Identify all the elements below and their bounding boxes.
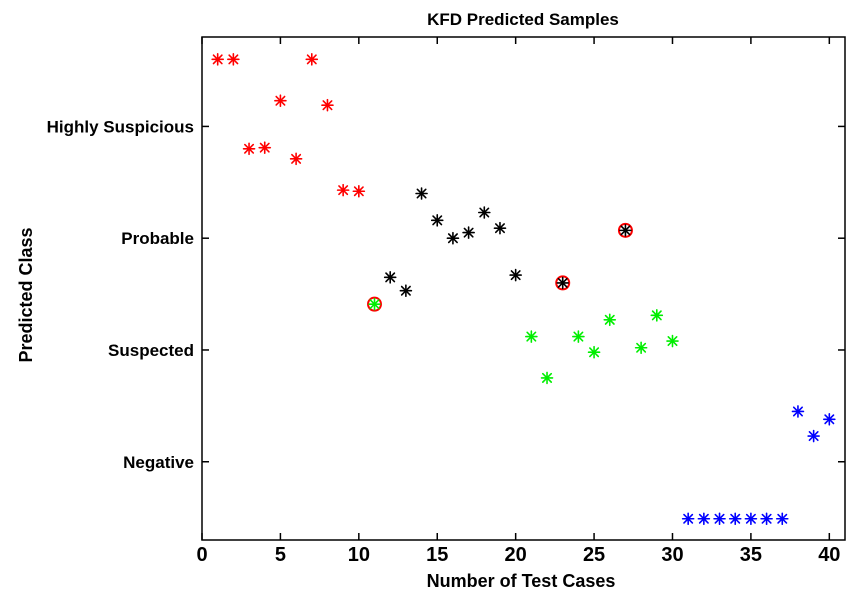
x-tick-label: 20 (505, 544, 527, 566)
chart-title: KFD Predicted Samples (427, 10, 619, 29)
data-point (525, 330, 538, 343)
x-tick-label: 5 (275, 544, 286, 566)
y-axis-label: Predicted Class (16, 227, 36, 362)
data-point (430, 214, 444, 227)
data-point (227, 53, 240, 66)
y-tick-label: Probable (121, 229, 194, 248)
data-point (572, 330, 585, 343)
data-point (713, 512, 726, 526)
y-tick-label: Highly Suspicious (47, 117, 194, 136)
data-point (760, 512, 773, 526)
x-tick-label: 40 (818, 544, 840, 566)
data-point (383, 271, 397, 284)
data-point (807, 429, 820, 443)
data-point (415, 187, 428, 200)
plot-frame (201, 36, 846, 541)
data-point (462, 226, 475, 239)
data-point (242, 142, 256, 156)
data-point (274, 94, 287, 108)
data-point (791, 405, 805, 418)
data-point (728, 512, 742, 526)
data-point (446, 231, 460, 245)
data-point (289, 152, 303, 166)
x-axis-label: Number of Test Cases (427, 571, 616, 591)
data-point (587, 345, 601, 359)
data-point (321, 98, 334, 112)
data-point (352, 184, 366, 198)
data-point (493, 221, 507, 235)
data-point (603, 313, 617, 327)
y-tick-label: Suspected (108, 341, 194, 360)
data-point (509, 268, 522, 282)
highlight-ring (617, 222, 633, 238)
data-point (399, 284, 413, 298)
data-point (823, 412, 836, 426)
y-tick-label: Negative (123, 453, 194, 472)
data-point (697, 512, 711, 526)
data-point (775, 512, 789, 526)
highlight-ring (555, 275, 571, 291)
x-tick-label: 30 (661, 544, 683, 566)
data-point (744, 512, 758, 526)
plot-area: 0 5 10 15 20 25 30 35 40 Negative Suspected Probabl… (47, 36, 846, 566)
data-point (681, 512, 695, 526)
x-tick-label: 35 (740, 544, 762, 566)
x-tick-label: 10 (348, 544, 370, 566)
x-tick-label: 15 (426, 544, 448, 566)
data-point (477, 206, 491, 219)
data-point (336, 183, 350, 197)
highlight-ring (367, 296, 383, 312)
data-point (556, 276, 570, 290)
data-point (650, 309, 664, 322)
data-point (540, 371, 554, 385)
data-point (211, 53, 224, 66)
x-tick-label: 25 (583, 544, 605, 566)
data-point (258, 141, 272, 154)
data-point (305, 53, 319, 66)
data-point (666, 334, 679, 348)
data-point (634, 341, 648, 355)
x-tick-label: 0 (196, 544, 207, 566)
data-point (619, 224, 632, 237)
data-point (368, 297, 381, 311)
